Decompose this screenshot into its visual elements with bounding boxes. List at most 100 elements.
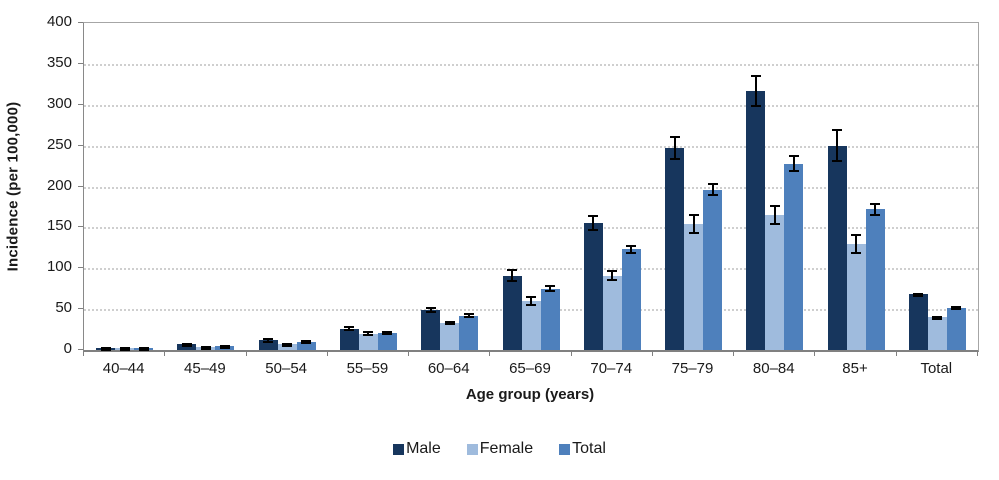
error-bar-total-50–54 — [301, 340, 312, 345]
x-tick-mark — [326, 351, 328, 356]
legend-label-total: Total — [572, 440, 606, 457]
y-tick-mark — [78, 185, 83, 187]
legend-swatch-total-icon — [559, 443, 571, 455]
bar-female-80–84 — [765, 215, 785, 350]
bar-male-50–54 — [258, 340, 278, 350]
x-tick-mark — [245, 351, 247, 356]
bar-male-75–79 — [665, 148, 685, 350]
y-tick-label-250: 250 — [46, 135, 72, 153]
error-bar-line — [711, 185, 714, 195]
error-bar-line — [855, 235, 858, 252]
error-bar-female-70–74 — [607, 269, 618, 282]
x-tick-label-60–64: 60–64 — [427, 360, 470, 377]
error-bar-male-Total — [913, 292, 924, 297]
bar-female-55–59 — [358, 333, 378, 350]
bar-male-55–59 — [339, 328, 359, 350]
gridline-y-250 — [84, 145, 978, 148]
bar-group-75–79 — [665, 148, 723, 350]
bar-male-65–69 — [502, 275, 522, 350]
error-bar-line — [773, 207, 776, 223]
error-bar-female-85+ — [851, 233, 862, 254]
x-tick-label-70–74: 70–74 — [590, 360, 633, 377]
error-bar-male-75–79 — [669, 135, 680, 161]
legend-swatch-male-icon — [393, 443, 405, 455]
legend-item-male: Male — [393, 440, 441, 458]
bar-total-Total — [946, 307, 966, 350]
error-bar-male-80–84 — [750, 74, 761, 108]
error-bar-male-65–69 — [507, 269, 517, 283]
bar-male-60–64 — [421, 309, 441, 350]
error-bar-female-Total — [932, 315, 943, 320]
error-bar-line — [611, 271, 614, 280]
y-tick-mark — [78, 226, 83, 228]
x-tick-mark — [977, 351, 978, 356]
bar-total-65–69 — [540, 288, 560, 350]
error-bar-female-45–49 — [200, 345, 211, 350]
bar-group-85+ — [827, 145, 885, 350]
bar-total-85+ — [865, 209, 885, 350]
error-bar-line — [429, 308, 432, 312]
y-tick-label-200: 200 — [46, 176, 72, 194]
x-tick-mark — [814, 351, 816, 356]
error-bar-male-85+ — [832, 129, 843, 162]
error-bar-line — [592, 217, 595, 230]
x-tick-mark — [733, 351, 735, 356]
plot-area — [83, 22, 979, 352]
bar-group-60–64 — [421, 309, 479, 350]
legend-label-male: Male — [406, 440, 441, 457]
error-bar-line — [754, 76, 757, 106]
bar-male-85+ — [827, 145, 847, 350]
bar-female-60–64 — [440, 323, 460, 350]
error-bar-line — [549, 287, 551, 290]
x-tick-mark — [164, 351, 166, 356]
y-tick-mark — [78, 62, 83, 64]
x-tick-label-85+: 85+ — [842, 360, 868, 377]
y-tick-mark — [78, 144, 83, 146]
bar-group-80–84 — [746, 90, 804, 350]
bar-total-80–84 — [784, 163, 804, 350]
bar-group-50–54 — [258, 340, 316, 350]
x-tick-label-Total: Total — [920, 360, 953, 377]
x-tick-label-75–79: 75–79 — [671, 360, 714, 377]
error-bar-male-40–44 — [100, 346, 111, 351]
bar-total-55–59 — [377, 332, 397, 350]
error-bar-line — [367, 333, 370, 335]
error-bar-total-85+ — [870, 202, 881, 216]
gridline-y-350 — [84, 63, 978, 66]
bar-group-70–74 — [583, 223, 641, 350]
error-bar-line — [511, 271, 513, 281]
x-axis-title: Age group (years) — [465, 386, 595, 403]
bar-group-55–59 — [339, 328, 397, 350]
x-tick-mark — [83, 351, 84, 356]
bar-group-Total — [908, 294, 966, 350]
error-bar-female-65–69 — [526, 296, 536, 306]
legend-swatch-female-icon — [466, 443, 478, 455]
bar-total-70–74 — [621, 249, 641, 350]
error-bar-female-75–79 — [688, 214, 699, 234]
y-tick-mark — [78, 349, 83, 350]
bar-group-65–69 — [502, 275, 560, 350]
x-tick-label-40–44: 40–44 — [102, 360, 145, 377]
error-bar-male-50–54 — [263, 337, 274, 343]
x-tick-mark — [570, 351, 572, 356]
error-bar-line — [630, 247, 633, 252]
error-bar-line — [874, 204, 877, 214]
x-tick-label-50–54: 50–54 — [265, 360, 308, 377]
bar-total-50–54 — [296, 341, 316, 350]
gridline-y-300 — [84, 104, 978, 107]
legend-item-total: Total — [559, 440, 606, 458]
error-bar-total-Total — [951, 305, 962, 310]
error-bar-total-80–84 — [788, 155, 799, 172]
error-bar-total-40–44 — [138, 346, 149, 351]
x-tick-label-55–59: 55–59 — [346, 360, 389, 377]
y-tick-mark — [78, 308, 83, 310]
bar-total-60–64 — [459, 315, 479, 350]
y-tick-label-400: 400 — [46, 13, 72, 30]
x-tick-mark — [408, 351, 410, 356]
error-bar-line — [530, 298, 532, 304]
y-tick-label-350: 350 — [46, 53, 72, 71]
error-bar-total-55–59 — [382, 331, 393, 336]
error-bar-female-60–64 — [444, 320, 455, 326]
bar-female-65–69 — [521, 300, 541, 350]
